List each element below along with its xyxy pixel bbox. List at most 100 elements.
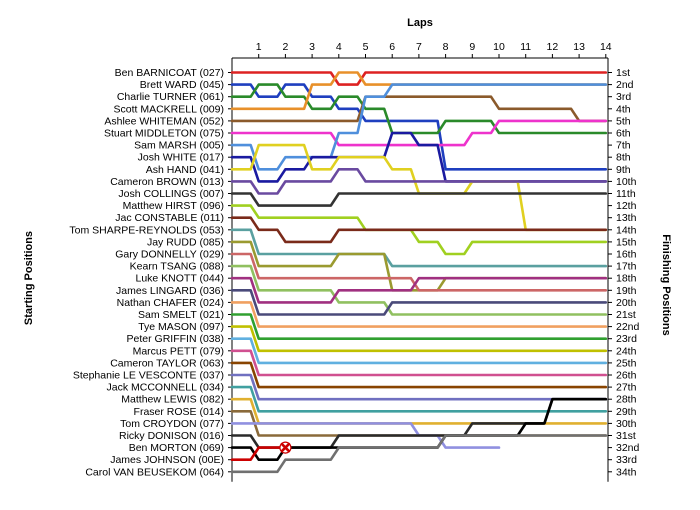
lap-tick-label: 8 <box>443 41 449 53</box>
start-label: Gary DONNELLY (029) <box>115 249 224 261</box>
position-line <box>230 301 608 328</box>
position-line <box>230 83 608 135</box>
position-line <box>230 434 608 474</box>
start-label: Ben BARNICOAT (027) <box>115 67 224 79</box>
start-label: Peter GRIFFIN (038) <box>127 333 224 345</box>
position-line <box>230 373 608 401</box>
start-label: Charlie TURNER (061) <box>117 91 224 103</box>
start-label: Fraser ROSE (014) <box>134 406 224 418</box>
finish-label: 12th <box>616 200 637 212</box>
finish-label: 2nd <box>616 79 634 91</box>
position-line <box>230 325 608 353</box>
finish-label: 24th <box>616 345 637 357</box>
start-label: Jac CONSTABLE (011) <box>115 212 224 224</box>
position-line <box>230 83 608 171</box>
finish-label: 13th <box>616 212 637 224</box>
position-line <box>230 337 608 365</box>
start-label: Cameron TAYLOR (063) <box>110 357 224 369</box>
finish-label: 27th <box>616 382 637 394</box>
lap-tick-label: 6 <box>389 41 395 53</box>
lap-tick-label: 2 <box>282 41 288 53</box>
start-label: James LINGARD (036) <box>116 285 224 297</box>
retired-marker-cross <box>280 442 291 453</box>
lap-tick-label: 11 <box>520 41 531 53</box>
start-label: Tye MASON (097) <box>138 321 224 333</box>
start-label: Cameron BROWN (013) <box>110 176 224 188</box>
finish-label: 1st <box>616 67 630 79</box>
position-line <box>230 83 608 171</box>
start-label: Tom CROYDON (077) <box>120 418 224 430</box>
lap-tick-label: 3 <box>309 41 315 53</box>
position-line <box>230 71 608 86</box>
position-line <box>230 168 608 195</box>
lap-tick-label: 9 <box>469 41 475 53</box>
finish-label: 30th <box>616 418 637 430</box>
position-line <box>230 204 608 256</box>
position-line <box>230 228 608 268</box>
y-axis-label-right: Finishing Positions <box>660 234 672 335</box>
lap-tick-label: 12 <box>547 41 559 53</box>
finish-label: 23rd <box>616 333 637 345</box>
finish-label: 17th <box>616 261 637 273</box>
start-label: Matthew HIRST (096) <box>123 200 224 212</box>
finish-label: 16th <box>616 249 637 261</box>
position-line <box>230 95 608 123</box>
y-axis-label-left: Starting Positions <box>23 231 35 325</box>
finish-label: 7th <box>616 140 631 152</box>
finish-label: 14th <box>616 224 637 236</box>
lap-tick-label: 13 <box>573 41 585 53</box>
position-line <box>230 276 608 304</box>
start-label: Sam MARSH (005) <box>134 140 224 152</box>
finish-label: 28th <box>616 394 637 406</box>
finish-label: 6th <box>616 128 631 140</box>
finish-label: 20th <box>616 297 637 309</box>
start-label: Matthew LEWIS (082) <box>121 394 224 406</box>
finish-label: 21st <box>616 309 636 321</box>
finish-label: 25th <box>616 357 637 369</box>
position-line <box>230 216 608 244</box>
finish-label: 11th <box>616 188 636 200</box>
finish-label: 5th <box>616 115 631 127</box>
start-label: Jack MCCONNELL (034) <box>107 382 224 394</box>
start-label: Josh WHITE (017) <box>138 152 224 164</box>
position-line <box>230 422 501 449</box>
lap-axis: 1 2 3 4 5 6 7 8 9 10 11 12 13 14 <box>256 41 612 58</box>
position-line <box>230 264 608 316</box>
finish-label: 15th <box>616 236 637 248</box>
start-label: Stuart MIDDLETON (075) <box>104 128 224 140</box>
starting-positions-axis: Ben BARNICOAT (027)Brett WARD (045)Charl… <box>69 67 232 478</box>
start-label: Stephanie LE VESCONTE (037) <box>73 370 224 382</box>
start-label: Ben MORTON (069) <box>129 442 224 454</box>
position-line <box>230 361 608 389</box>
start-label: Scott MACKRELL (009) <box>114 103 225 115</box>
finish-label: 10th <box>616 176 637 188</box>
position-line <box>230 252 608 292</box>
lap-tick-label: 7 <box>416 41 422 53</box>
finish-label: 9th <box>616 164 631 176</box>
retired-marker <box>279 441 292 454</box>
finish-label: 4th <box>616 103 631 115</box>
finish-label: 33rd <box>616 454 637 466</box>
finish-label: 3rd <box>616 91 631 103</box>
start-label: Brett WARD (045) <box>140 79 224 91</box>
start-label: Ash HAND (041) <box>146 164 224 176</box>
retirement-markers <box>279 441 292 454</box>
lap-tick-label: 14 <box>600 41 612 53</box>
start-label: Luke KNOTT (044) <box>135 273 224 285</box>
position-line <box>230 289 608 316</box>
finish-label: 18th <box>616 273 637 285</box>
start-label: Jay RUDD (085) <box>147 236 224 248</box>
finish-label: 31st <box>616 430 636 442</box>
start-label: Ricky DONISON (016) <box>119 430 224 442</box>
position-line <box>230 71 608 111</box>
position-lines <box>230 71 608 474</box>
lap-tick-label: 10 <box>493 41 505 53</box>
finish-label: 22nd <box>616 321 640 333</box>
position-line <box>230 192 608 207</box>
start-label: James JOHNSON (00E) <box>110 454 224 466</box>
finish-label: 19th <box>616 285 637 297</box>
finish-label: 32nd <box>616 442 640 454</box>
finishing-positions-axis: 1st2nd3rd4th5th6th7th8th9th10th11th12th1… <box>608 67 640 478</box>
start-label: Tom SHARPE-REYNOLDS (053) <box>69 224 224 236</box>
